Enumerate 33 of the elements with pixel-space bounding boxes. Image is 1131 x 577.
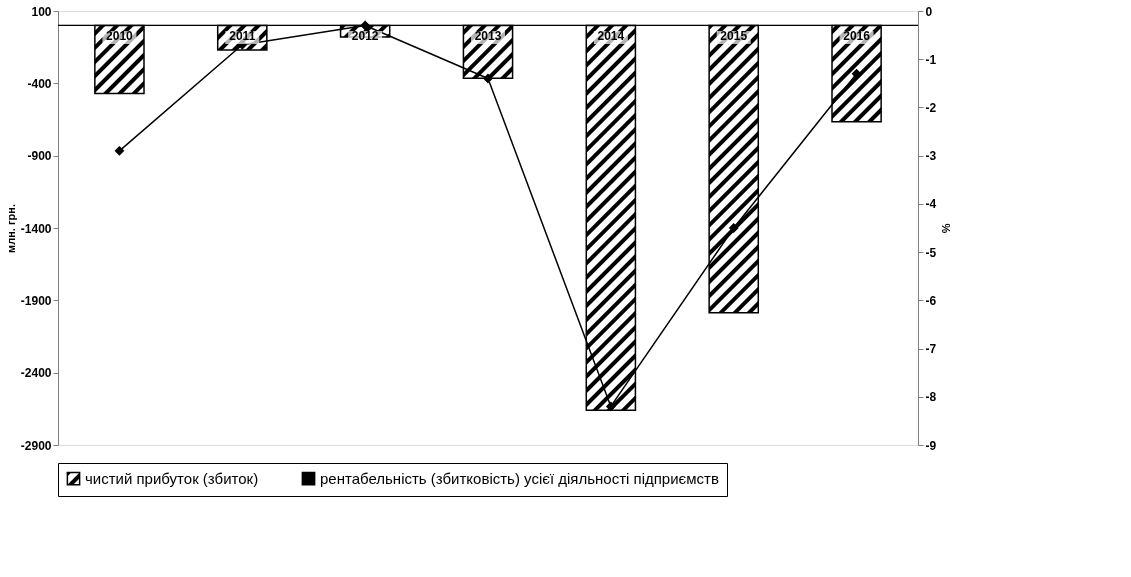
y2-tick-label: -8	[925, 390, 937, 405]
x-tick-label: 2016	[843, 29, 871, 44]
x-tick-label: 2012	[351, 29, 379, 44]
x-tick-label: 2010	[106, 29, 134, 44]
y-tick-label: -1400	[20, 221, 52, 236]
y2-tick-label: 0	[925, 4, 933, 19]
y2-tick-label: -5	[925, 245, 937, 260]
y2-tick-label: -7	[925, 342, 937, 357]
point	[360, 20, 370, 30]
legend-label: рентабельність (збитковість) усієї діяльності підприємств	[320, 469, 719, 487]
y-tick-label: 100	[31, 4, 52, 19]
y-tick-label: -400	[27, 76, 52, 91]
y-tick-label: -1900	[20, 293, 52, 308]
point	[114, 146, 124, 156]
point	[483, 73, 493, 84]
point	[729, 223, 739, 233]
x-tick-label: 2015	[720, 29, 748, 44]
point	[606, 401, 616, 411]
y-axis-title: млн. грн.	[4, 204, 17, 253]
y2-tick-label: -6	[925, 293, 937, 308]
y2-axis-title: %	[940, 223, 953, 234]
x-tick-label: 2013	[474, 29, 502, 44]
y-tick-label: -2400	[20, 366, 52, 381]
y2-tick-label: -1	[925, 52, 937, 67]
y-tick-label: -900	[27, 149, 52, 164]
x-tick-label: 2011	[229, 29, 256, 44]
y2-tick-label: -4	[925, 197, 937, 212]
y2-tick-label: -9	[925, 438, 937, 453]
x-tick-label: 2014	[597, 29, 625, 44]
y-tick-label: -2900	[20, 438, 52, 453]
y2-tick-label: -2	[925, 100, 937, 115]
legend-label: чистий прибуток (збиток)	[85, 469, 259, 487]
y2-tick-label: -3	[925, 149, 937, 164]
